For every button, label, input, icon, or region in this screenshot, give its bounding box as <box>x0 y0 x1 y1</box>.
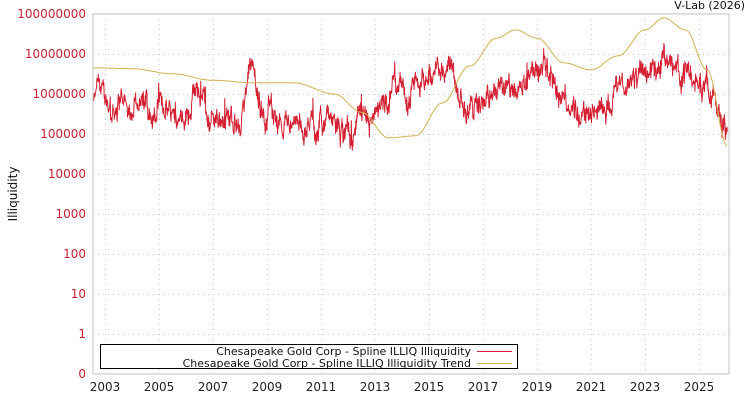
x-axis-ticks: 2003 2005 2007 2009 2011 2013 2015 2017 2019 2021… <box>90 380 715 394</box>
x-tick-label: 2017 <box>468 380 499 394</box>
legend-box <box>100 344 518 369</box>
x-tick-label: 2019 <box>522 380 553 394</box>
x-tick-label: 2005 <box>144 380 175 394</box>
legend-label-trend: Chesapeake Gold Corp - Spline ILLIQ Illi… <box>183 357 471 370</box>
y-tick-label: 100000000 <box>17 7 86 21</box>
legend-label-series: Chesapeake Gold Corp - Spline ILLIQ Illi… <box>216 345 471 358</box>
plot-frame <box>92 13 730 375</box>
x-tick-label: 2023 <box>630 380 661 394</box>
y-tick-label: 10 <box>71 287 86 301</box>
y-tick-label: 1000 <box>55 207 86 221</box>
x-tick-label: 2007 <box>198 380 229 394</box>
x-tick-label: 2009 <box>252 380 283 394</box>
y-axis-ticks: 1000000001000000010000001000001000010001… <box>17 7 86 381</box>
illiquidity-trend-line <box>93 17 728 147</box>
y-tick-label: 10000000 <box>25 47 86 61</box>
x-tick-label: 2021 <box>576 380 607 394</box>
legend: Chesapeake Gold Corp - Spline ILLIQ Illi… <box>100 344 518 370</box>
x-tick-label: 2025 <box>684 380 715 394</box>
y-tick-label: 1 <box>78 327 86 341</box>
x-tick-label: 2003 <box>90 380 121 394</box>
illiquidity-series-line <box>93 43 728 151</box>
y-tick-label: 1000000 <box>33 87 86 101</box>
y-tick-label: 100000 <box>40 127 86 141</box>
y-tick-label: 100 <box>63 247 86 261</box>
credit-label: V-Lab (2026) <box>674 0 745 12</box>
x-tick-label: 2015 <box>414 380 445 394</box>
y-tick-label: 0 <box>78 367 86 381</box>
y-tick-label: 10000 <box>48 167 86 181</box>
y-axis-title: Illiquidity <box>6 167 20 222</box>
x-tick-label: 2013 <box>360 380 391 394</box>
x-tick-label: 2011 <box>306 380 337 394</box>
